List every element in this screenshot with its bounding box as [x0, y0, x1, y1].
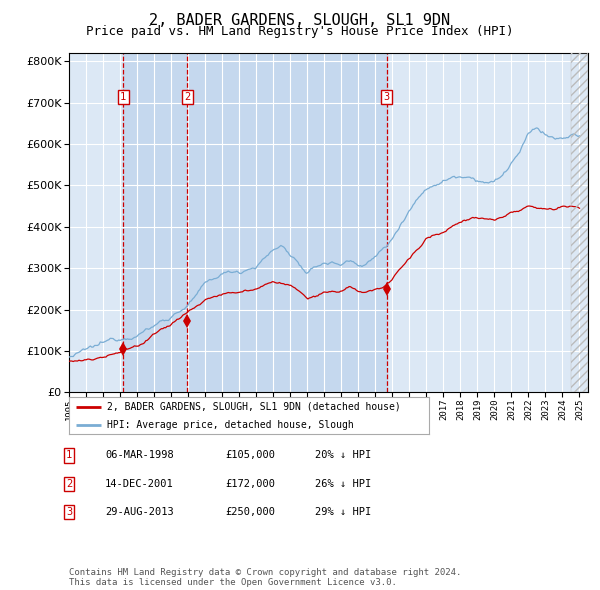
Text: Contains HM Land Registry data © Crown copyright and database right 2024.
This d: Contains HM Land Registry data © Crown c… [69, 568, 461, 587]
Text: £105,000: £105,000 [225, 451, 275, 460]
Text: £172,000: £172,000 [225, 479, 275, 489]
Text: 3: 3 [383, 92, 389, 102]
Text: 20% ↓ HPI: 20% ↓ HPI [315, 451, 371, 460]
Text: 29% ↓ HPI: 29% ↓ HPI [315, 507, 371, 517]
Bar [187, 53, 386, 392]
Text: 06-MAR-1998: 06-MAR-1998 [105, 451, 174, 460]
Text: HPI: Average price, detached house, Slough: HPI: Average price, detached house, Slou… [107, 419, 353, 430]
Text: 2, BADER GARDENS, SLOUGH, SL1 9DN (detached house): 2, BADER GARDENS, SLOUGH, SL1 9DN (detac… [107, 402, 401, 412]
Text: 14-DEC-2001: 14-DEC-2001 [105, 479, 174, 489]
Text: 2: 2 [66, 479, 72, 489]
Text: 26% ↓ HPI: 26% ↓ HPI [315, 479, 371, 489]
Text: £250,000: £250,000 [225, 507, 275, 517]
Text: 1: 1 [120, 92, 126, 102]
Text: 2: 2 [184, 92, 190, 102]
Text: 29-AUG-2013: 29-AUG-2013 [105, 507, 174, 517]
Text: 3: 3 [66, 507, 72, 517]
Bar [123, 53, 187, 392]
Text: 2, BADER GARDENS, SLOUGH, SL1 9DN: 2, BADER GARDENS, SLOUGH, SL1 9DN [149, 13, 451, 28]
Text: 1: 1 [66, 451, 72, 460]
Text: Price paid vs. HM Land Registry's House Price Index (HPI): Price paid vs. HM Land Registry's House … [86, 25, 514, 38]
